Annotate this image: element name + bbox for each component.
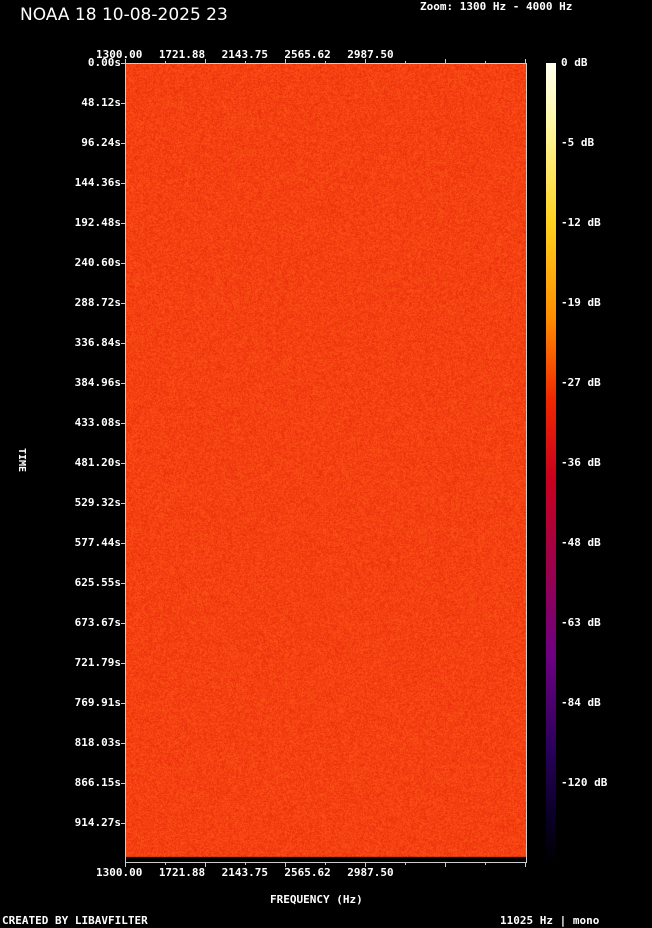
x-tick-label-bottom: 1721.88 bbox=[159, 866, 205, 879]
x-tick bbox=[285, 863, 286, 867]
x-tick bbox=[525, 59, 526, 63]
x-tick bbox=[525, 863, 526, 867]
colorbar-tick-label: -27 dB bbox=[561, 376, 601, 389]
y-tick bbox=[121, 423, 125, 424]
y-tick-label: 625.55s bbox=[75, 576, 121, 589]
x-tick bbox=[445, 863, 446, 867]
y-tick bbox=[121, 663, 125, 664]
y-tick-label: 577.44s bbox=[75, 536, 121, 549]
x-tick bbox=[365, 59, 366, 63]
colorbar-tick-label: -36 dB bbox=[561, 456, 601, 469]
y-tick-label: 48.12s bbox=[81, 96, 121, 109]
x-tick bbox=[485, 863, 486, 865]
x-tick bbox=[245, 61, 246, 63]
y-tick-label: 866.15s bbox=[75, 776, 121, 789]
x-tick-label-bottom: 2565.62 bbox=[284, 866, 330, 879]
y-tick bbox=[121, 783, 125, 784]
colorbar-tick-label: -120 dB bbox=[561, 776, 607, 789]
x-tick bbox=[205, 863, 206, 867]
y-tick bbox=[121, 463, 125, 464]
y-tick-label: 914.27s bbox=[75, 816, 121, 829]
colorbar-tick-label: -5 dB bbox=[561, 136, 594, 149]
y-tick-label: 529.32s bbox=[75, 496, 121, 509]
y-tick bbox=[121, 703, 125, 704]
y-tick-label: 818.03s bbox=[75, 736, 121, 749]
x-tick bbox=[125, 863, 126, 867]
y-tick-label: 384.96s bbox=[75, 376, 121, 389]
x-tick-label-top: 1721.88 bbox=[159, 48, 205, 61]
spectrogram-plot bbox=[125, 63, 527, 863]
x-tick bbox=[445, 59, 446, 63]
x-tick-label-bottom: 1300.00 bbox=[96, 866, 142, 879]
y-tick bbox=[121, 343, 125, 344]
x-tick bbox=[365, 863, 366, 867]
y-tick-label: 769.91s bbox=[75, 696, 121, 709]
y-tick bbox=[121, 543, 125, 544]
zoom-label: Zoom: 1300 Hz - 4000 Hz bbox=[420, 0, 572, 13]
y-tick-label: 144.36s bbox=[75, 176, 121, 189]
x-tick bbox=[165, 61, 166, 63]
x-tick-label-top: 2987.50 bbox=[347, 48, 393, 61]
colorbar-tick-label: -12 dB bbox=[561, 216, 601, 229]
y-tick-label: 0.00s bbox=[88, 56, 121, 69]
colorbar-tick-label: -19 dB bbox=[561, 296, 601, 309]
colorbar-tick-label: 0 dB bbox=[561, 56, 588, 69]
x-tick bbox=[325, 61, 326, 63]
y-tick-label: 192.48s bbox=[75, 216, 121, 229]
x-tick bbox=[245, 863, 246, 865]
x-tick-label-bottom: 2987.50 bbox=[347, 866, 393, 879]
colorbar-tick-label: -63 dB bbox=[561, 616, 601, 629]
footer-left: CREATED BY LIBAVFILTER bbox=[2, 914, 148, 927]
y-tick bbox=[121, 63, 125, 64]
y-tick bbox=[121, 503, 125, 504]
y-tick bbox=[121, 223, 125, 224]
y-tick bbox=[121, 823, 125, 824]
x-tick bbox=[205, 59, 206, 63]
y-tick-label: 240.60s bbox=[75, 256, 121, 269]
colorbar-tick-label: -48 dB bbox=[561, 536, 601, 549]
y-tick bbox=[121, 743, 125, 744]
x-tick-label-top: 2143.75 bbox=[222, 48, 268, 61]
x-tick bbox=[285, 59, 286, 63]
x-tick bbox=[485, 61, 486, 63]
y-tick bbox=[121, 583, 125, 584]
y-tick bbox=[121, 103, 125, 104]
y-tick bbox=[121, 263, 125, 264]
footer-right: 11025 Hz | mono bbox=[500, 914, 599, 927]
x-tick bbox=[405, 61, 406, 63]
y-tick-label: 481.20s bbox=[75, 456, 121, 469]
y-tick-label: 336.84s bbox=[75, 336, 121, 349]
y-tick-label: 673.67s bbox=[75, 616, 121, 629]
y-tick bbox=[121, 143, 125, 144]
colorbar bbox=[546, 63, 556, 863]
spectrogram-heatmap bbox=[126, 64, 526, 860]
y-tick bbox=[121, 303, 125, 304]
x-tick bbox=[125, 59, 126, 63]
y-tick-label: 721.79s bbox=[75, 656, 121, 669]
y-tick bbox=[121, 623, 125, 624]
x-tick bbox=[165, 863, 166, 865]
y-tick bbox=[121, 183, 125, 184]
y-tick bbox=[121, 383, 125, 384]
x-axis-label: FREQUENCY (Hz) bbox=[270, 893, 363, 906]
colorbar-tick-label: -84 dB bbox=[561, 696, 601, 709]
x-tick-label-top: 2565.62 bbox=[284, 48, 330, 61]
chart-title: NOAA 18 10-08-2025 23 bbox=[20, 5, 228, 25]
y-axis-label: TIME bbox=[16, 448, 27, 472]
x-tick bbox=[325, 863, 326, 865]
y-tick-label: 433.08s bbox=[75, 416, 121, 429]
x-tick bbox=[405, 863, 406, 865]
x-tick-label-bottom: 2143.75 bbox=[222, 866, 268, 879]
y-tick-label: 288.72s bbox=[75, 296, 121, 309]
y-tick-label: 96.24s bbox=[81, 136, 121, 149]
